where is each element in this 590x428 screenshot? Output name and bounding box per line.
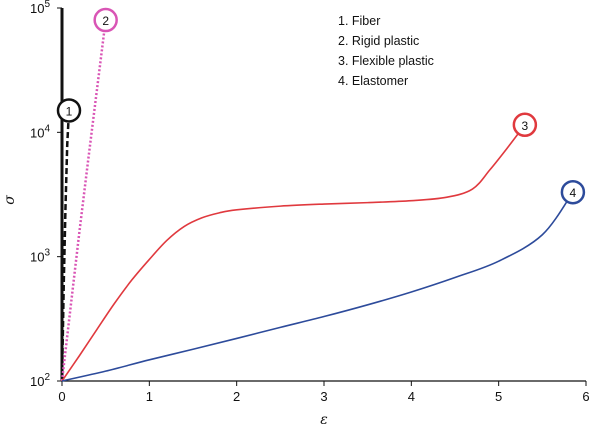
legend-entry: 4. Elastomer	[338, 74, 408, 88]
legend-entry: 2. Rigid plastic	[338, 34, 419, 48]
axis-ticks: 0 1 2 3 4 5 6 102 103 104 105	[30, 0, 590, 404]
x-tick-label: 3	[320, 389, 327, 404]
legend: 1. Fiber 2. Rigid plastic 3. Flexible plas…	[338, 14, 434, 88]
y-tick-label: 105	[30, 0, 50, 16]
y-tick-label: 102	[30, 372, 50, 389]
x-tick-label: 4	[408, 389, 415, 404]
x-tick-label: 2	[233, 389, 240, 404]
series-layer: 1 2 3 4	[56, 7, 586, 382]
y-axis-label: σ	[2, 195, 18, 205]
marker-circle	[93, 7, 118, 33]
series-end-marker-3: 3	[512, 112, 538, 138]
marker-label: 3	[522, 119, 529, 133]
marker-label: 4	[570, 186, 577, 200]
marker-label: 2	[102, 14, 109, 28]
marker-circle	[512, 112, 538, 138]
legend-entry: 1. Fiber	[338, 14, 380, 28]
x-tick-label: 6	[582, 389, 589, 404]
marker-circle	[560, 179, 586, 205]
series-line-4	[61, 191, 574, 382]
marker-circle	[56, 98, 82, 123]
y-tick-label: 104	[30, 123, 50, 140]
x-tick-label: 1	[146, 389, 153, 404]
x-axis-label: ε	[320, 412, 328, 428]
legend-entry: 3. Flexible plastic	[338, 54, 434, 68]
series-end-marker-4: 4	[560, 179, 586, 205]
series-line-3	[61, 124, 526, 382]
series-end-marker-1: 1	[56, 98, 82, 123]
series-end-marker-2: 2	[93, 7, 118, 33]
series-line-2	[60, 19, 107, 382]
x-tick-label: 0	[58, 389, 65, 404]
y-tick-label: 103	[30, 248, 50, 265]
x-tick-label: 5	[495, 389, 502, 404]
marker-label: 1	[66, 104, 73, 118]
series-line-1	[60, 110, 71, 382]
